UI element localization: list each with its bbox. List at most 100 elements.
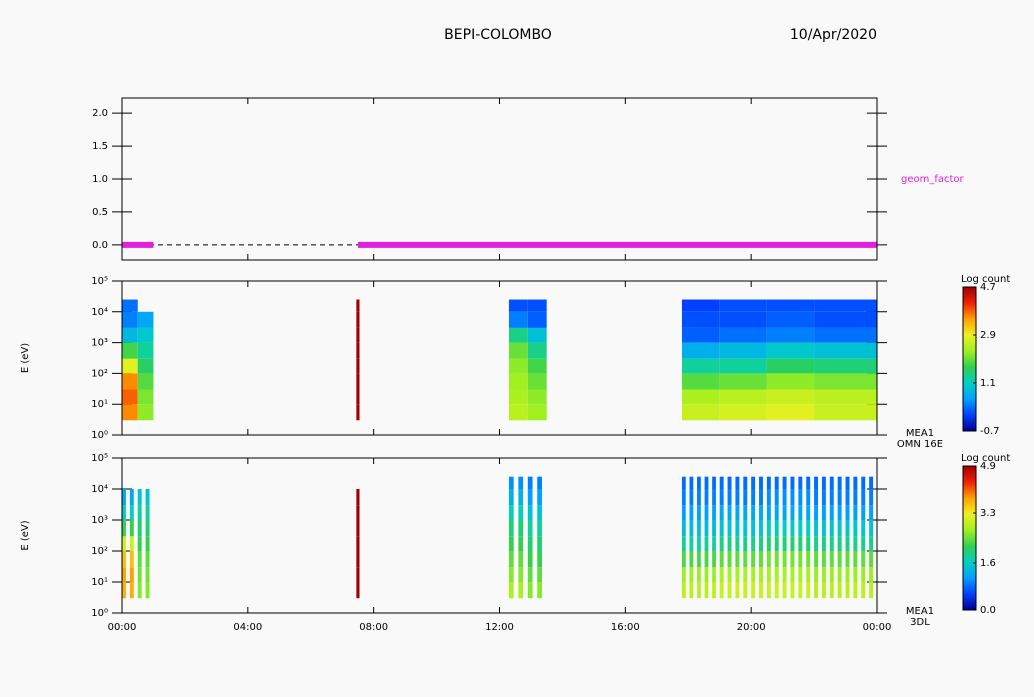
cell (508, 389, 528, 405)
cell (829, 551, 834, 568)
cell (712, 551, 716, 568)
cell (790, 582, 795, 599)
cell (719, 536, 724, 551)
cell (790, 505, 795, 520)
cell (527, 520, 533, 537)
cell (681, 551, 686, 568)
date: 10/Apr/2020 (790, 27, 877, 43)
cell (689, 505, 694, 520)
cell (735, 536, 740, 551)
y-tick-label: 1.0 (92, 174, 108, 185)
cell (704, 582, 709, 599)
cell (527, 489, 533, 506)
cell (853, 489, 858, 506)
cell (806, 520, 811, 537)
cell (122, 404, 138, 421)
plot-frame (121, 457, 878, 614)
y-tick-label: 0.0 (92, 240, 108, 251)
cell (697, 505, 701, 520)
cell (681, 311, 720, 328)
cell (137, 342, 154, 359)
cell (508, 358, 528, 374)
cell (122, 505, 126, 520)
colorbar (962, 286, 977, 432)
cell (527, 536, 533, 551)
cell (853, 476, 858, 489)
cell (527, 299, 547, 312)
cell (759, 567, 763, 582)
cell (145, 582, 150, 599)
cell (681, 520, 686, 537)
cell (735, 582, 740, 599)
cell (712, 536, 716, 551)
y-tick-label: 10⁴ (91, 307, 108, 318)
cell (137, 404, 154, 421)
cell (356, 299, 360, 312)
cell (145, 505, 150, 520)
cell (861, 551, 866, 568)
cell (527, 567, 533, 582)
cell (743, 505, 748, 520)
cell (719, 551, 724, 568)
cell (743, 489, 748, 506)
cell (766, 536, 771, 551)
cell (712, 489, 716, 506)
cell (837, 551, 842, 568)
cell (719, 520, 724, 537)
cell (527, 551, 533, 568)
cell (782, 582, 787, 599)
cell (697, 489, 701, 506)
cell (122, 311, 138, 328)
cell (537, 551, 542, 568)
cell (869, 536, 874, 551)
cell (527, 327, 547, 343)
cell (527, 404, 547, 421)
cell (821, 582, 826, 599)
cell (689, 476, 694, 489)
cell (814, 358, 877, 374)
cell (681, 373, 720, 390)
cell (845, 505, 850, 520)
colorbar-tick-label: 2.9 (980, 330, 996, 341)
cell (766, 567, 771, 582)
cell (518, 489, 524, 506)
cell (356, 342, 360, 359)
cell (821, 505, 826, 520)
cell (814, 567, 819, 582)
cell (821, 551, 826, 568)
y-tick-label: 2.0 (92, 108, 108, 119)
colorbar (962, 465, 977, 611)
cell (837, 476, 842, 489)
cell (704, 567, 709, 582)
cell (137, 373, 154, 390)
cell (137, 582, 142, 599)
cell (735, 476, 740, 489)
cell (798, 520, 803, 537)
cell (766, 476, 771, 489)
cell (508, 373, 528, 390)
cell (122, 342, 138, 359)
cell (689, 582, 694, 599)
cell (798, 567, 803, 582)
cell (145, 520, 150, 537)
cell (537, 582, 542, 599)
cell (743, 476, 748, 489)
cell (719, 476, 724, 489)
cell (759, 520, 763, 537)
cell (853, 551, 858, 568)
cell (766, 327, 815, 343)
cell (814, 327, 877, 343)
cell (356, 327, 360, 343)
cell (527, 476, 533, 489)
cell (829, 536, 834, 551)
cell (853, 582, 858, 599)
cell (869, 567, 874, 582)
cell (356, 505, 360, 520)
cell (712, 476, 716, 489)
cell (508, 582, 514, 599)
cell (508, 567, 514, 582)
cell (727, 520, 732, 537)
cell (681, 327, 720, 343)
cell (527, 373, 547, 390)
